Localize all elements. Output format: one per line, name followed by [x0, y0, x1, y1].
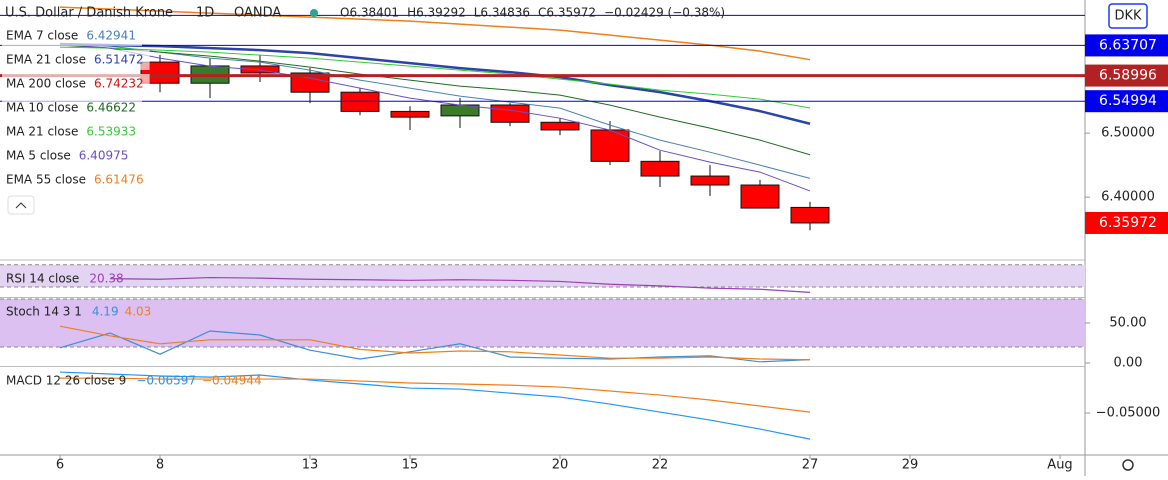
series-line — [59, 42, 811, 125]
legend-bg — [2, 98, 142, 118]
band — [0, 299, 1085, 347]
legend-name: EMA 55 close — [6, 173, 86, 187]
collapse-icon — [15, 202, 27, 209]
candle-body — [340, 91, 380, 112]
series-line — [59, 371, 811, 440]
ohlc-value: L6.34836 — [474, 6, 530, 20]
chart-title: U.S. Dollar / Danish Krone — [5, 6, 173, 21]
currency-badge[interactable] — [1108, 3, 1148, 29]
legend-value: 6.46622 — [86, 101, 136, 115]
candle-body — [590, 129, 630, 162]
x-tick-label: 29 — [902, 458, 919, 473]
currency: DKK — [1114, 9, 1142, 24]
price-label-box — [1085, 90, 1168, 113]
legend-bg — [2, 50, 150, 70]
x-tick-label: 27 — [802, 458, 819, 473]
series-line — [59, 330, 811, 363]
candle-body — [790, 206, 830, 224]
candle-body — [740, 184, 780, 209]
band — [0, 264, 1085, 287]
series-line — [59, 42, 811, 179]
legend-name: EMA 7 close — [6, 29, 78, 43]
legend-value: 6.42941 — [86, 29, 136, 43]
y-tick-label: 50.00 — [1109, 316, 1146, 331]
settings-icon[interactable] — [1122, 459, 1134, 471]
x-tick-label: 6 — [56, 458, 64, 473]
price-label-box — [1085, 211, 1168, 234]
legend-value: 6.51472 — [94, 53, 144, 67]
legend: U.S. Dollar / Danish Krone 1D OANDA EMA … — [2, 6, 318, 388]
x-tick-label: Aug — [1047, 458, 1072, 473]
y-tick-label: 0.00 — [1114, 356, 1143, 371]
x-tick-label: 15 — [402, 458, 419, 473]
legend-name: MA 21 close — [6, 125, 78, 139]
settings-gear — [1122, 459, 1134, 471]
series-line — [59, 325, 811, 361]
candle-body — [690, 175, 730, 186]
legend-value: 6.53933 — [86, 125, 136, 139]
candle-body — [490, 104, 530, 123]
series-line — [109, 276, 811, 293]
ohlc-value: O6.38401 — [340, 6, 399, 20]
interval: 1D — [196, 6, 214, 21]
series-line — [59, 46, 811, 109]
candle-body — [290, 72, 330, 93]
ohlc-value: C6.35972 — [538, 6, 596, 20]
legend-value: 6.61476 — [94, 173, 144, 187]
legend-name: EMA 21 close — [6, 53, 86, 67]
price-label: 6.54994 — [1099, 93, 1157, 109]
collapse-button[interactable] — [7, 195, 35, 215]
legend-bg — [2, 26, 142, 46]
legend-name: MA 200 close — [6, 77, 86, 91]
price-label: 6.63707 — [1099, 37, 1157, 53]
legend-value: 6.40975 — [79, 149, 129, 163]
x-tick-label: 8 — [156, 458, 164, 473]
x-tick-label: 20 — [552, 458, 569, 473]
candle-body — [640, 160, 680, 177]
x-tick-label: 13 — [302, 458, 319, 473]
ohlc-value: H6.39292 — [407, 6, 466, 20]
candle-body — [390, 110, 430, 118]
legend-value: 4.19 — [92, 305, 119, 319]
y-tick-label: −0.05000 — [1096, 406, 1161, 421]
series-line — [60, 377, 811, 413]
legend-bg — [2, 170, 150, 190]
price-label: 6.58996 — [1099, 68, 1157, 84]
price-label-box — [1085, 34, 1168, 57]
y-tick-label: 6.50000 — [1101, 126, 1155, 141]
legend-name: RSI 14 close — [6, 272, 79, 286]
legend-bg — [2, 146, 135, 166]
price-label: 6.35972 — [1099, 215, 1157, 231]
legend-value: 4.03 — [125, 305, 152, 319]
legend-value: −0.04944 — [202, 374, 262, 388]
candle-body — [240, 65, 280, 74]
plot — [0, 6, 1085, 440]
series-line — [59, 6, 811, 61]
candle-body — [540, 121, 580, 131]
legend-value: −0.06597 — [136, 374, 196, 388]
legend-name: MA 5 close — [6, 149, 71, 163]
status-dot — [310, 9, 318, 17]
x-tick-label: 22 — [652, 458, 669, 473]
series-line — [59, 44, 811, 156]
legend-bg — [2, 74, 150, 94]
y-tick-label: 6.40000 — [1101, 190, 1155, 205]
legend-value: 20.38 — [89, 272, 123, 286]
legend-name: Stoch 14 3 1 — [6, 305, 82, 319]
candle-body — [140, 61, 180, 84]
source: OANDA — [234, 6, 281, 21]
legend-value: 6.74232 — [94, 77, 144, 91]
legend-name: MACD 12 26 close 9 — [6, 374, 126, 388]
legend-name: MA 10 close — [6, 101, 78, 115]
ohlc-value: −0.02429 (−0.38%) — [604, 6, 725, 20]
price-label-box — [1085, 64, 1168, 87]
legend-bg — [2, 122, 142, 142]
